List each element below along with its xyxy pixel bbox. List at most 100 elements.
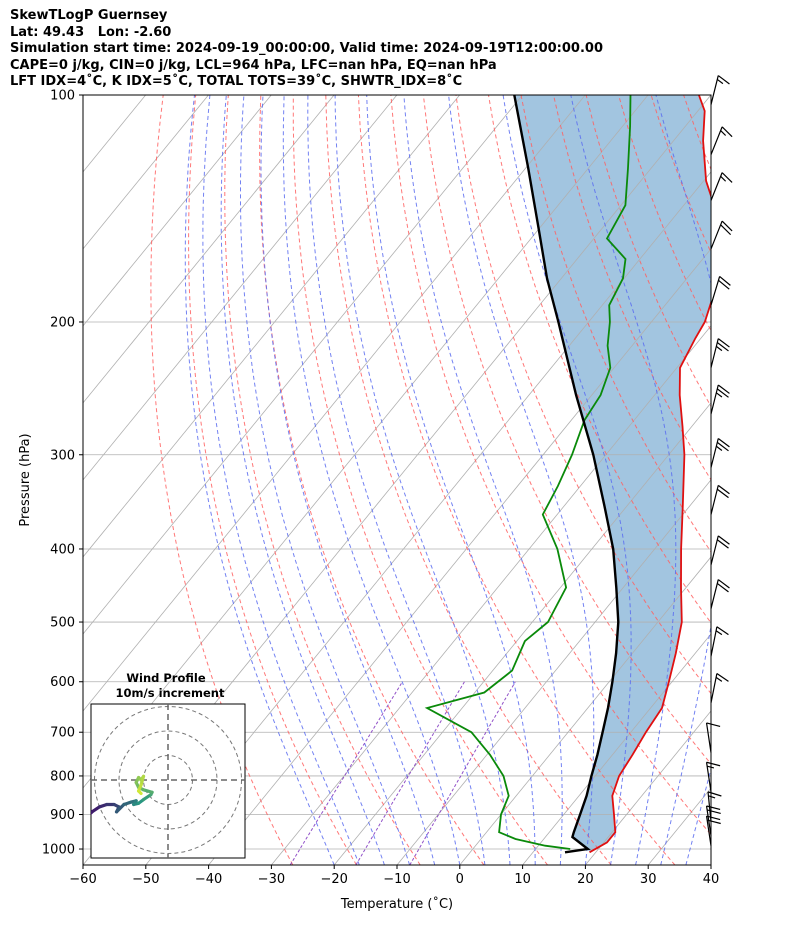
y-tick-label: 900 <box>50 808 75 823</box>
wind-barb-flag <box>717 338 730 348</box>
dry-adiabat <box>325 95 612 865</box>
moist-adiabat <box>202 95 360 865</box>
x-tick-label: −10 <box>383 872 410 887</box>
wind-barb <box>710 535 730 566</box>
wind-barb-shaft <box>710 438 719 468</box>
inset-subtitle: 10m/s increment <box>116 686 225 700</box>
x-tick-label: 0 <box>456 872 464 887</box>
wind-barb-flag <box>716 388 729 398</box>
x-tick-label: 30 <box>640 872 657 887</box>
wind-barb-shaft <box>710 626 718 657</box>
y-tick-label: 1000 <box>42 843 75 858</box>
hodograph-segment <box>137 789 143 796</box>
wind-barb-flag <box>716 672 729 682</box>
dry-adiabat <box>781 95 794 865</box>
inset-title: Wind Profile <box>126 671 206 685</box>
dry-adiabat <box>224 95 421 865</box>
isotherm <box>145 171 711 865</box>
wind-barb-shaft <box>710 126 723 155</box>
wind-barb-half-flag <box>720 175 727 182</box>
dry-adiabat <box>357 95 676 865</box>
dry-adiabat <box>390 95 711 836</box>
moist-adiabat <box>502 95 632 865</box>
mixing-ratio-line <box>355 681 465 865</box>
dry-adiabat <box>188 95 357 865</box>
y-tick-label: 800 <box>50 769 75 784</box>
moist-adiabat <box>366 95 536 865</box>
y-tick-label: 500 <box>50 616 75 631</box>
y-tick-label: 700 <box>50 726 75 741</box>
wind-barb-flag <box>717 484 730 495</box>
dry-adiabat <box>716 95 794 865</box>
dry-adiabat <box>749 95 794 865</box>
isotherm <box>83 95 84 96</box>
wind-barb-flag <box>706 809 721 815</box>
isotherm <box>83 95 523 635</box>
dry-adiabat <box>292 95 548 865</box>
wind-barb-shaft <box>710 673 718 703</box>
wind-barb-flag <box>706 722 721 728</box>
x-tick-label: −50 <box>132 872 159 887</box>
wind-barb-flag <box>716 539 729 549</box>
wind-barb-flag <box>716 342 729 352</box>
wind-barb <box>710 626 729 657</box>
wind-barb <box>710 126 733 155</box>
wind-barb <box>705 761 721 793</box>
isotherm <box>83 95 460 558</box>
mixing-ratio-line <box>289 681 403 865</box>
isotherm <box>710 864 711 865</box>
x-tick-label: 20 <box>577 872 594 887</box>
wind-barb-shaft <box>710 220 723 250</box>
wind-barb <box>705 815 721 846</box>
x-tick-label: 40 <box>703 872 720 887</box>
wind-barb-flag <box>717 438 730 448</box>
wind-barb-flag <box>720 224 732 236</box>
moist-adiabat <box>240 95 411 865</box>
dry-adiabat <box>422 95 711 765</box>
wind-barb <box>710 338 730 368</box>
parcel-line <box>513 95 620 854</box>
moist-adiabat <box>282 95 461 865</box>
isotherm <box>83 95 209 250</box>
wind-barb-shaft <box>710 338 719 368</box>
chart-title: SkewTLogP Guernsey <box>10 8 168 23</box>
wind-barb-shaft <box>710 172 723 201</box>
wind-barb-flag <box>719 275 731 286</box>
wind-barb-flag <box>706 819 721 825</box>
wind-barb <box>710 75 730 105</box>
wind-barb-shaft <box>710 579 719 609</box>
wind-barb-flag <box>717 579 730 589</box>
x-tick-label: −40 <box>195 872 222 887</box>
isotherm <box>271 325 711 865</box>
x-tick-label: −60 <box>69 872 96 887</box>
wind-barb-half-flag <box>715 676 723 682</box>
wind-barb-flag <box>721 220 733 232</box>
wind-barb-shaft <box>710 485 719 515</box>
inset-plot <box>91 704 245 858</box>
isotherm <box>83 95 398 481</box>
x-axis-label: Temperature (˚C) <box>340 896 453 912</box>
isotherm <box>208 248 711 865</box>
wind-barb-shaft <box>705 762 712 793</box>
isotherm <box>83 95 586 712</box>
moist-adiabat <box>184 95 335 865</box>
wind-barb <box>710 438 730 468</box>
isotherm <box>333 402 711 865</box>
moist-adiabat <box>570 95 677 865</box>
moist-adiabat <box>403 95 563 865</box>
wind-barb <box>710 275 731 306</box>
moist-adiabat <box>260 95 436 865</box>
wind-barb <box>710 672 729 703</box>
wind-barb-flag <box>716 488 729 499</box>
isotherm <box>83 95 335 404</box>
wind-barb-shaft <box>710 75 719 105</box>
y-tick-label: 200 <box>50 315 75 330</box>
wind-barb-shaft <box>710 384 719 415</box>
wind-barb-flag <box>716 626 729 636</box>
wind-barb <box>710 384 730 415</box>
wind-barb-flag <box>721 172 733 183</box>
wind-barb <box>710 579 730 609</box>
dewpoint-line <box>424 95 632 850</box>
mixing-ratio-line <box>409 681 516 865</box>
